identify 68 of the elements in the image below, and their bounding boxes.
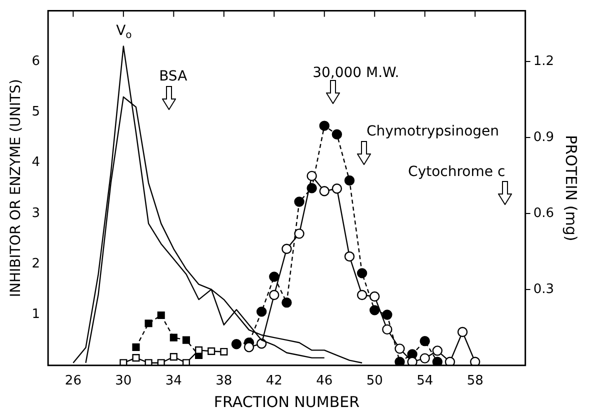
point <box>420 353 430 364</box>
annotation: Cytochrome c <box>408 164 506 180</box>
x-tick-label: 34 <box>165 374 182 389</box>
point <box>208 347 216 355</box>
point <box>420 336 430 346</box>
point <box>457 326 468 338</box>
point <box>231 339 242 350</box>
point <box>306 170 317 182</box>
point <box>332 184 342 194</box>
point <box>382 310 392 320</box>
x-tick-label: 50 <box>366 374 383 389</box>
x-tick-label: 38 <box>216 374 232 389</box>
point <box>356 290 368 300</box>
y-tick-label: 6 <box>32 54 40 69</box>
point <box>132 343 140 351</box>
y-tick-label: 2 <box>32 256 40 272</box>
point <box>344 175 355 186</box>
x-tick-label: 46 <box>316 374 333 389</box>
point <box>170 334 178 342</box>
point <box>319 120 330 131</box>
point <box>170 353 178 361</box>
point <box>332 129 342 140</box>
annotation: 30,000 M.W. <box>312 65 400 82</box>
point <box>470 356 480 366</box>
point <box>282 297 292 308</box>
point <box>269 290 280 300</box>
point <box>269 272 280 282</box>
y-tick-label: 3 <box>32 206 40 221</box>
point <box>407 356 418 366</box>
point <box>157 311 165 320</box>
point <box>182 336 190 344</box>
point <box>256 306 267 317</box>
y2-tick-label: 1.2 <box>533 54 554 69</box>
x-tick-label: 30 <box>115 374 132 389</box>
y2-tick-label: 0.3 <box>533 282 554 297</box>
x-tick-label: 54 <box>416 374 434 389</box>
point <box>244 342 254 352</box>
point <box>382 324 392 335</box>
point <box>394 356 405 366</box>
point <box>370 305 380 316</box>
x-axis-title: FRACTION NUMBER <box>214 392 360 411</box>
point <box>132 354 140 362</box>
y-tick-label: 1 <box>32 307 40 322</box>
annotation: Chymotrypsinogen <box>366 124 500 140</box>
point <box>444 356 456 366</box>
y-tick-label: 4 <box>32 155 40 170</box>
point <box>432 346 443 356</box>
point <box>294 196 304 207</box>
point <box>344 251 355 262</box>
point <box>282 244 292 254</box>
x-tick-label: 58 <box>466 374 484 389</box>
point <box>319 186 330 196</box>
x-tick-label: 26 <box>64 374 82 389</box>
point <box>144 320 152 328</box>
point <box>294 228 304 239</box>
y-axis-title: INHIBITOR OR ENZYME (UNITS) <box>8 79 24 298</box>
y2-tick-label: 0.9 <box>533 130 554 145</box>
y2-axis-title: PROTEIN (mg) <box>562 135 580 242</box>
x-tick-label: 42 <box>266 374 282 389</box>
y-tick-label: 5 <box>32 104 40 120</box>
point <box>370 291 380 302</box>
y2-tick-label: 0.6 <box>533 206 554 221</box>
point <box>432 356 443 366</box>
point <box>195 346 203 354</box>
point <box>220 348 228 356</box>
annotation: BSA <box>159 68 188 84</box>
point <box>356 268 368 278</box>
point <box>394 344 405 354</box>
